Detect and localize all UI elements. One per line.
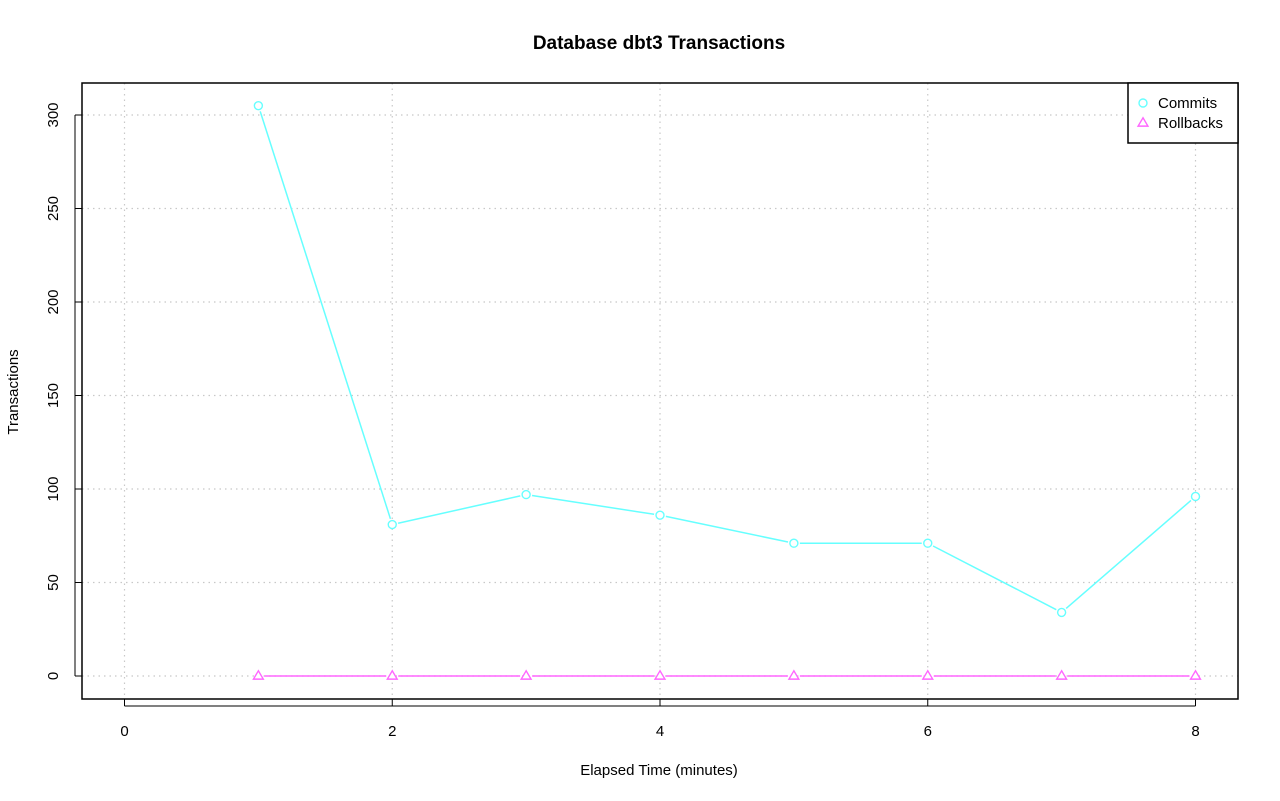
commits-line-segment xyxy=(397,495,521,524)
commits-point xyxy=(253,100,264,111)
commits-line-segment xyxy=(1065,499,1192,610)
x-axis-label: Elapsed Time (minutes) xyxy=(580,762,738,779)
rollbacks-point xyxy=(1189,669,1202,680)
commits-line-segment xyxy=(932,545,1057,611)
y-axis-label: Transactions xyxy=(5,349,22,434)
legend-commits-symbol xyxy=(1138,98,1148,108)
commits-point xyxy=(923,538,933,548)
commits-point xyxy=(387,519,397,530)
commits-line-segment xyxy=(531,494,655,516)
x-tick-label: 6 xyxy=(924,723,932,740)
x-tick-label: 8 xyxy=(1191,723,1199,740)
commits-point xyxy=(1190,491,1201,502)
legend-rollbacks-symbol xyxy=(1136,116,1150,127)
y-tick-label: 50 xyxy=(45,574,62,591)
y-tick-label: 200 xyxy=(45,289,62,314)
legend-commits-label: Commits xyxy=(1158,95,1217,112)
rollbacks-point xyxy=(386,669,399,680)
chart-title: Database dbt3 Transactions xyxy=(533,33,785,54)
x-tick-label: 4 xyxy=(656,723,664,740)
rollbacks-point xyxy=(787,669,801,680)
legend-rollbacks-label: Rollbacks xyxy=(1158,115,1223,132)
y-tick-label: 250 xyxy=(45,196,62,221)
rollbacks-point xyxy=(653,669,667,680)
y-tick-label: 300 xyxy=(45,102,62,127)
commits-line-segment xyxy=(259,111,392,520)
commits-point xyxy=(1056,607,1067,618)
plot-frame xyxy=(81,82,1239,700)
x-tick-label: 0 xyxy=(120,723,128,740)
y-tick-label: 150 xyxy=(45,383,62,408)
rollbacks-point xyxy=(1055,669,1068,680)
commits-point xyxy=(655,510,665,520)
rollbacks-point xyxy=(921,669,934,680)
legend-box xyxy=(1127,82,1239,144)
rollbacks-point xyxy=(519,669,533,680)
series-layer xyxy=(252,100,1202,680)
x-tick-label: 2 xyxy=(388,723,396,740)
axes: 0 2 4 6 8 0 50 100 150 200 250 300 xyxy=(45,102,1200,740)
rollbacks-point xyxy=(252,669,265,680)
grid xyxy=(82,83,1238,699)
y-tick-label: 0 xyxy=(45,672,62,680)
y-tick-label: 100 xyxy=(45,476,62,501)
commits-point xyxy=(789,538,799,548)
legend: Commits Rollbacks xyxy=(1127,82,1239,144)
commits-point xyxy=(521,489,531,500)
commits-line-segment xyxy=(665,515,789,543)
